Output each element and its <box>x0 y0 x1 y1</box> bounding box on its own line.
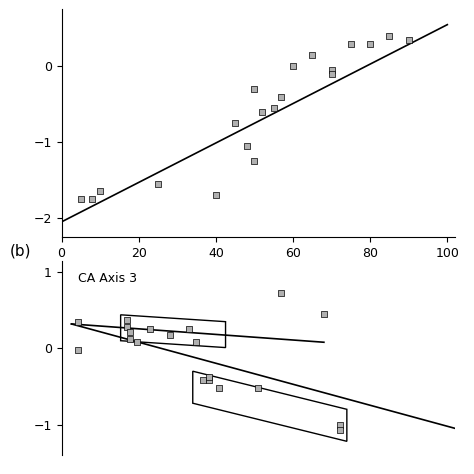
Point <box>205 376 213 384</box>
Point <box>405 36 412 44</box>
Point <box>127 328 134 336</box>
Point <box>386 32 393 40</box>
Point <box>270 104 278 112</box>
Text: CA Axis 3: CA Axis 3 <box>78 272 137 285</box>
Point <box>347 40 355 47</box>
Point <box>154 180 162 188</box>
Point <box>251 85 258 93</box>
Point <box>277 290 285 297</box>
Point <box>166 331 173 338</box>
Point <box>337 426 344 434</box>
Point <box>123 316 131 324</box>
Point <box>251 157 258 165</box>
Point <box>243 142 251 150</box>
Point <box>186 326 193 333</box>
Point <box>215 384 223 392</box>
Point <box>278 93 285 100</box>
Point <box>146 326 154 333</box>
Point <box>89 195 96 203</box>
Text: (b): (b) <box>9 243 31 258</box>
Point <box>192 338 200 346</box>
Point <box>328 66 336 74</box>
Point <box>320 310 328 318</box>
Point <box>205 374 213 381</box>
Point <box>133 338 141 346</box>
Point <box>199 376 206 384</box>
Point <box>212 191 219 199</box>
Point <box>74 318 82 326</box>
Point <box>127 336 134 343</box>
Point <box>328 70 336 78</box>
Point <box>258 108 266 116</box>
Point <box>309 51 316 59</box>
Point <box>96 188 104 195</box>
Point <box>77 195 85 203</box>
Point <box>289 63 297 70</box>
Point <box>337 421 344 428</box>
Point <box>123 323 131 331</box>
Point <box>231 119 239 127</box>
Point <box>255 384 262 392</box>
Point <box>74 346 82 354</box>
X-axis label: Open area (%): Open area (%) <box>208 265 309 279</box>
Point <box>366 40 374 47</box>
